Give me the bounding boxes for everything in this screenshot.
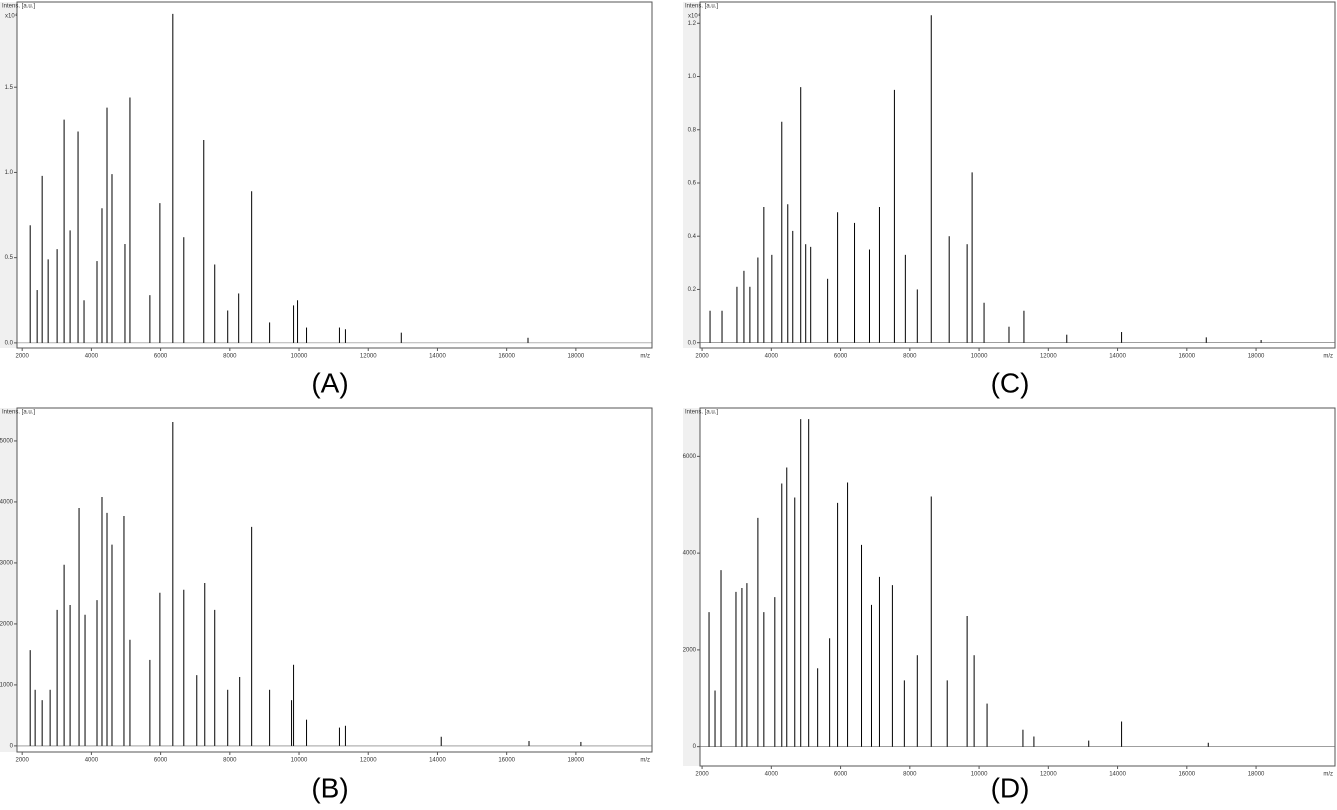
y-tick-label: 0 xyxy=(10,743,14,749)
x-tick-label: 14000 xyxy=(1109,772,1126,778)
x-tick-label: 2000 xyxy=(695,772,709,778)
x-tick-label: 10000 xyxy=(971,354,988,360)
x-tick-label: 12000 xyxy=(360,758,377,764)
x-tick-label: 18000 xyxy=(1248,354,1265,360)
y-tick-label: 3000 xyxy=(0,561,14,567)
x-tick-label: 4000 xyxy=(765,354,779,360)
x-tick-label: 6000 xyxy=(154,758,168,764)
x-axis-label: m/z xyxy=(1323,772,1333,778)
x-tick-label: 12000 xyxy=(1040,772,1057,778)
y-tick-label: 4000 xyxy=(0,500,14,506)
panel-caption: (B) xyxy=(311,772,348,803)
x-tick-label: 10000 xyxy=(291,758,308,764)
y-tick-label: 0.4 xyxy=(688,234,697,240)
y-tick-label: 1000 xyxy=(0,682,14,688)
y-tick-label: 1.0 xyxy=(5,170,14,176)
x-axis-label: m/z xyxy=(640,758,650,764)
y-tick-label: 0.0 xyxy=(5,340,14,346)
y-tick-label: 6000 xyxy=(683,454,697,460)
x-tick-label: 14000 xyxy=(1109,354,1126,360)
y-axis-label: Intens. [a.u.] xyxy=(2,410,35,416)
x-tick-label: 8000 xyxy=(223,758,237,764)
y-multiplier: x10⁴ xyxy=(688,13,701,20)
panel-caption: (C) xyxy=(991,367,1030,398)
x-tick-label: 4000 xyxy=(85,758,99,764)
y-tick-label: 2000 xyxy=(683,647,697,653)
x-tick-label: 8000 xyxy=(903,772,917,778)
plot-frame xyxy=(16,407,653,753)
x-tick-label: 6000 xyxy=(834,772,848,778)
x-tick-label: 10000 xyxy=(971,772,988,778)
spectrum-panel: 2000 4000 6000 8000 10000 12000 14000 16000 1800… xyxy=(0,1,653,398)
left-strip xyxy=(0,408,17,752)
x-tick-label: 16000 xyxy=(1178,354,1195,360)
x-tick-label: 14000 xyxy=(429,758,446,764)
x-tick-label: 6000 xyxy=(834,354,848,360)
y-tick-label: 5000 xyxy=(0,439,14,445)
left-strip xyxy=(683,408,700,766)
y-tick-label: 4000 xyxy=(683,551,697,557)
y-tick-label: 0 xyxy=(693,744,697,750)
y-tick-label: 0.6 xyxy=(688,181,697,187)
panel-caption: (A) xyxy=(311,367,348,398)
x-tick-label: 2000 xyxy=(695,354,709,360)
y-tick-label: 0.2 xyxy=(688,287,697,293)
y-tick-label: 1.2 xyxy=(688,21,697,27)
x-tick-label: 18000 xyxy=(1248,772,1265,778)
x-tick-label: 16000 xyxy=(498,758,515,764)
x-tick-label: 10000 xyxy=(291,354,308,360)
x-tick-label: 18000 xyxy=(568,758,585,764)
x-tick-label: 2000 xyxy=(16,354,30,360)
x-tick-label: 4000 xyxy=(765,772,779,778)
x-tick-label: 16000 xyxy=(1178,772,1195,778)
y-axis-label: Intens. [a.u.] xyxy=(685,4,718,10)
x-tick-label: 2000 xyxy=(16,758,30,764)
y-axis-label: Intens. [a.u.] xyxy=(2,4,35,10)
x-tick-label: 8000 xyxy=(223,354,237,360)
spectrum-panel: 2000 4000 6000 8000 10000 12000 14000 16000 1800… xyxy=(0,407,653,803)
plot-frame xyxy=(699,407,1336,767)
x-tick-label: 12000 xyxy=(360,354,377,360)
x-tick-label: 4000 xyxy=(85,354,99,360)
y-tick-label: 1.5 xyxy=(5,85,14,91)
x-axis-label: m/z xyxy=(640,354,650,360)
spectrum-panel: 2000 4000 6000 8000 10000 12000 14000 16000 1800… xyxy=(683,1,1336,398)
y-tick-label: 0.8 xyxy=(688,127,697,133)
left-strip xyxy=(683,2,700,348)
x-tick-label: 16000 xyxy=(498,354,515,360)
y-tick-label: 1.0 xyxy=(688,74,697,80)
x-tick-label: 12000 xyxy=(1040,354,1057,360)
plot-frame xyxy=(699,1,1336,349)
x-tick-label: 18000 xyxy=(568,354,585,360)
x-tick-label: 8000 xyxy=(903,354,917,360)
left-strip xyxy=(0,2,17,348)
plot-frame xyxy=(16,1,653,349)
x-tick-label: 14000 xyxy=(429,354,446,360)
panel-caption: (D) xyxy=(991,772,1030,803)
spectrum-panel: 2000 4000 6000 8000 10000 12000 14000 16000 1800… xyxy=(683,407,1336,803)
y-multiplier: x10⁴ xyxy=(5,13,18,20)
x-axis-label: m/z xyxy=(1323,354,1333,360)
y-axis-label: Intens. [a.u.] xyxy=(685,410,718,416)
y-tick-label: 0.0 xyxy=(688,340,697,346)
y-tick-label: 0.5 xyxy=(5,255,14,261)
y-tick-label: 2000 xyxy=(0,621,14,627)
x-tick-label: 6000 xyxy=(154,354,168,360)
